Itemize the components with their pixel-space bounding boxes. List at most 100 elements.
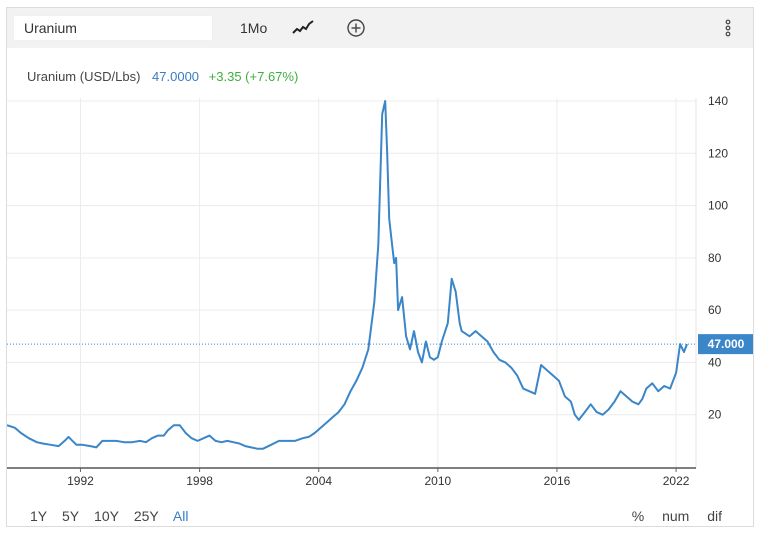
legend-value: 47.0000 <box>152 69 200 84</box>
series-line <box>7 100 688 450</box>
data-point <box>89 445 91 447</box>
data-point <box>232 441 234 443</box>
data-point <box>574 414 576 416</box>
data-point <box>42 443 44 445</box>
data-point <box>461 330 463 332</box>
data-point <box>546 369 548 371</box>
range-25y-button[interactable]: 25Y <box>133 508 159 524</box>
range-10y-button[interactable]: 10Y <box>94 508 119 524</box>
data-point <box>447 322 449 324</box>
data-point <box>645 388 647 390</box>
legend-change: +3.35 (+7.67%) <box>208 69 299 84</box>
add-circle-icon[interactable] <box>346 18 366 38</box>
data-point <box>101 440 103 442</box>
x-tick-label: 2010 <box>424 474 451 488</box>
data-point <box>578 419 580 421</box>
data-point <box>72 440 74 442</box>
data-point <box>631 401 633 403</box>
data-point <box>564 395 566 397</box>
data-point <box>425 341 427 343</box>
data-point <box>215 440 217 442</box>
data-point <box>534 393 536 395</box>
data-point <box>516 375 518 377</box>
more-vertical-icon[interactable] <box>722 18 734 38</box>
data-point <box>361 367 363 369</box>
range-all-button[interactable]: All <box>172 508 189 524</box>
data-point <box>384 100 386 102</box>
data-point <box>388 218 390 220</box>
x-tick-label: 1998 <box>186 474 213 488</box>
data-point <box>14 427 16 429</box>
data-point <box>209 435 211 437</box>
legend-series-name: Uranium (USD/Lbs) <box>27 69 141 84</box>
data-point <box>173 424 175 426</box>
data-point <box>614 401 616 403</box>
y-tick-label: 80 <box>708 251 722 265</box>
data-point <box>58 445 60 447</box>
data-point <box>20 432 22 434</box>
range-1y-button[interactable]: 1Y <box>30 508 48 524</box>
data-point <box>686 343 688 345</box>
data-point <box>278 440 280 442</box>
price-chart: 20 40 60 80 100 120 140 1992 1998 2004 2010 2016 202… <box>7 94 753 488</box>
data-point <box>314 432 316 434</box>
data-point <box>81 444 83 446</box>
data-point <box>390 236 392 238</box>
line-chart-icon[interactable] <box>292 18 314 38</box>
data-point <box>338 411 340 413</box>
data-point <box>167 429 169 431</box>
data-point <box>381 113 383 115</box>
data-point <box>498 359 500 361</box>
y-tick-label: 60 <box>708 303 722 317</box>
data-point <box>262 448 264 450</box>
data-point <box>386 152 388 154</box>
data-point <box>637 403 639 405</box>
data-point <box>451 278 453 280</box>
data-point <box>620 390 622 392</box>
data-point <box>197 440 199 442</box>
data-point <box>36 441 38 443</box>
interval-selector[interactable]: 1Mo <box>240 20 268 36</box>
data-point <box>672 380 674 382</box>
data-point <box>344 403 346 405</box>
mode-dif-button[interactable]: dif <box>707 508 722 524</box>
data-point <box>570 401 572 403</box>
data-point <box>552 375 554 377</box>
chart-toolbar: Uranium 1Mo <box>7 8 753 48</box>
data-point <box>68 436 70 438</box>
data-point <box>421 361 423 363</box>
mode-num-button[interactable]: num <box>662 508 690 524</box>
data-point <box>558 380 560 382</box>
data-point <box>683 351 685 353</box>
chart-widget: Uranium 1Mo 20 40 60 80 100 120 140 1992 1998 200… <box>6 7 754 527</box>
mode-percent-button[interactable]: % <box>631 508 645 524</box>
data-point <box>409 348 411 350</box>
data-point <box>151 437 153 439</box>
data-point <box>504 361 506 363</box>
data-point <box>185 432 187 434</box>
data-point <box>625 395 627 397</box>
y-tick-label: 140 <box>708 94 728 108</box>
data-point <box>602 414 604 416</box>
symbol-search-input[interactable]: Uranium <box>13 15 213 41</box>
x-tick-label: 1992 <box>67 474 94 488</box>
data-point <box>123 441 125 443</box>
data-point <box>590 403 592 405</box>
data-point <box>475 330 477 332</box>
data-point <box>401 296 403 298</box>
data-point <box>395 257 397 259</box>
y-tick-label: 120 <box>708 146 728 160</box>
data-point <box>131 441 133 443</box>
data-point <box>163 435 165 437</box>
data-point <box>405 335 407 337</box>
data-point <box>433 359 435 361</box>
y-tick-label: 40 <box>708 355 722 369</box>
data-point <box>350 390 352 392</box>
y-tick-label: 20 <box>708 408 722 422</box>
range-5y-button[interactable]: 5Y <box>62 508 80 524</box>
data-point <box>675 372 677 374</box>
data-point <box>238 443 240 445</box>
data-point <box>191 437 193 439</box>
data-point <box>355 380 357 382</box>
data-point <box>492 351 494 353</box>
